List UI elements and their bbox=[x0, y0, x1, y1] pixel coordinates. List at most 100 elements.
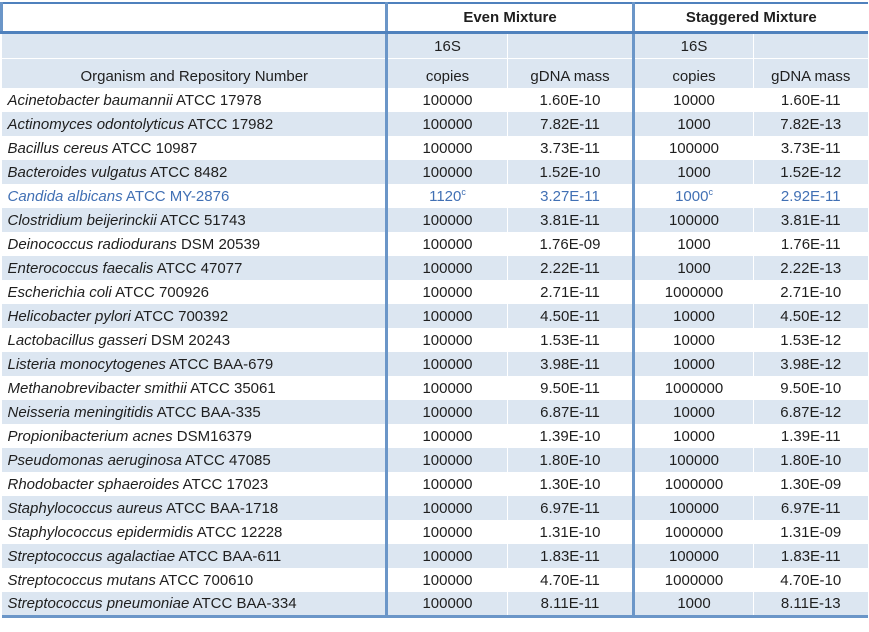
organism-name: Actinomyces odontolyticus bbox=[7, 115, 185, 133]
staggered-gdna-mass-value: 2.22E-13 bbox=[780, 259, 842, 277]
table-row: Escherichia coli ATCC 700926 100000 2.71… bbox=[2, 280, 868, 304]
organism-name: Neisseria meningitidis bbox=[7, 403, 154, 421]
even-16s-copies-cell: 100000 bbox=[385, 112, 508, 136]
staggered-mixture-header: Staggered Mixture bbox=[632, 3, 868, 34]
even-gdna-mass-cell: 3.81E-11 bbox=[507, 208, 634, 232]
even-16s-copies-cell: 100000 bbox=[385, 400, 508, 424]
organism-cell: Escherichia coli ATCC 700926 bbox=[2, 280, 387, 304]
even-16s-copies-cell: 100000 bbox=[385, 256, 508, 280]
repository-number: ATCC 17982 bbox=[187, 115, 274, 133]
empty-cell bbox=[1, 32, 387, 59]
even-gdna-mass-value: 1.31E-10 bbox=[539, 523, 601, 541]
staggered-16s-copies-value: 100000 bbox=[668, 451, 720, 469]
table-row: Lactobacillus gasseri DSM 20243 100000 1… bbox=[2, 328, 868, 352]
even-gdna-mass-value: 3.98E-11 bbox=[540, 355, 600, 373]
staggered-gdna-mass-cell: 1.39E-11 bbox=[753, 424, 868, 448]
organism-name: Staphylococcus epidermidis bbox=[7, 523, 194, 541]
staggered-16s-copies-cell: 10000 bbox=[632, 352, 754, 376]
even-gdna-mass-cell: 6.97E-11 bbox=[507, 496, 634, 520]
staggered-gdna-mass-value: 1.31E-09 bbox=[780, 523, 842, 541]
even-gdna-mass-cell: 1.60E-10 bbox=[507, 88, 634, 112]
staggered-16s-copies-value: 1000 bbox=[677, 163, 711, 181]
even-16s-copies-cell: 100000 bbox=[385, 136, 508, 160]
staggered-gdna-mass-value: 6.97E-11 bbox=[780, 499, 841, 517]
staggered-gdna-mass-value: 2.92E-11 bbox=[780, 187, 841, 205]
staggered-16s-copies-cell: 10000 bbox=[632, 424, 754, 448]
table-row: Actinomyces odontolyticus ATCC 17982 100… bbox=[1, 112, 868, 136]
staggered-16s-copies-cell: 1000 bbox=[632, 256, 754, 280]
organism-name: Streptococcus pneumoniae bbox=[7, 594, 190, 612]
staggered-gdna-mass-value: 1.39E-11 bbox=[780, 427, 841, 445]
staggered-16s-copies-value: 1000000 bbox=[664, 379, 724, 397]
organism-cell: Clostridium beijerinckii ATCC 51743 bbox=[1, 208, 387, 232]
even-16s-copies-value: 100000 bbox=[422, 115, 473, 133]
repository-number: ATCC 12228 bbox=[196, 523, 283, 541]
staggered-16s-copies-cell: 1000000 bbox=[632, 568, 754, 592]
even-16s-copies-value: 100000 bbox=[422, 91, 473, 109]
repository-number: ATCC 10987 bbox=[111, 139, 198, 157]
organism-name: Helicobacter pylori bbox=[7, 307, 131, 325]
subheader-row-16s: 16S 16S bbox=[1, 32, 868, 59]
staggered-gdna-mass-value: 7.82E-13 bbox=[780, 115, 842, 133]
even-16s-copies-cell: 100000 bbox=[385, 592, 508, 616]
even-16s-copies-value: 100000 bbox=[422, 594, 473, 612]
even-gdna-mass-cell: 4.50E-11 bbox=[507, 304, 634, 328]
repository-number: ATCC BAA-611 bbox=[178, 547, 282, 565]
repository-number: ATCC BAA-334 bbox=[192, 594, 297, 612]
organism-cell: Bacillus cereus ATCC 10987 bbox=[2, 136, 387, 160]
staggered-16s-copies-value: 100000 bbox=[668, 139, 720, 157]
staggered-16s-copies-cell: 1000 bbox=[632, 112, 754, 136]
staggered-gdna-mass-cell: 2.71E-10 bbox=[753, 280, 868, 304]
staggered-16s-copies-value: 1000000 bbox=[664, 571, 724, 589]
table-row: Propionibacterium acnes DSM16379 100000 … bbox=[2, 424, 868, 448]
staggered-16s-copies-cell: 100000 bbox=[632, 448, 754, 472]
staggered-gdna-mass-cell: 1.30E-09 bbox=[753, 472, 868, 496]
repository-number: ATCC 51743 bbox=[160, 211, 246, 229]
staggered-gdna-mass-cell: 3.73E-11 bbox=[753, 136, 868, 160]
staggered-16s-copies-cell: 100000 bbox=[632, 208, 754, 232]
organism-cell: Streptococcus mutans ATCC 700610 bbox=[2, 568, 387, 592]
even-16s-copies-cell: 100000 bbox=[385, 328, 508, 352]
even-gdna-mass-cell: 1.31E-10 bbox=[507, 520, 634, 544]
staggered-gdna-mass-cell: 6.97E-11 bbox=[753, 496, 868, 520]
staggered-16s-copies-cell: 100000 bbox=[632, 544, 754, 568]
empty-cell bbox=[507, 32, 634, 59]
organism-name: Escherichia coli bbox=[7, 283, 112, 301]
organism-name: Enterococcus faecalis bbox=[7, 259, 154, 277]
organism-cell: Pseudomonas aeruginosa ATCC 47085 bbox=[1, 448, 387, 472]
repository-number: ATCC MY-2876 bbox=[125, 187, 230, 205]
even-gdna-mass-cell: 3.27E-11 bbox=[507, 184, 634, 208]
staggered-gdna-mass-value: 1.52E-12 bbox=[780, 163, 842, 181]
even-16s-copies-cell: 100000 bbox=[385, 88, 508, 112]
even-gdna-mass-value: 7.82E-11 bbox=[540, 115, 600, 133]
organism-cell: Helicobacter pylori ATCC 700392 bbox=[1, 304, 387, 328]
even-gdna-mass-value: 3.81E-11 bbox=[540, 211, 600, 229]
even-16s-copies-value: 100000 bbox=[422, 331, 473, 349]
even-gdna-mass-value: 2.22E-11 bbox=[540, 259, 600, 277]
corner-cell bbox=[0, 3, 387, 34]
repository-number: ATCC 700392 bbox=[134, 307, 229, 325]
subheader-row-columns: Organism and Repository Number copies gD… bbox=[1, 58, 868, 88]
staggered-gdna-mass-cell: 4.70E-10 bbox=[753, 568, 868, 592]
staggered-16s-copies-cell: 1000c bbox=[632, 184, 754, 208]
even-gdna-mass-value: 8.11E-11 bbox=[540, 594, 600, 612]
even-gdna-mass-value: 4.50E-11 bbox=[540, 307, 600, 325]
staggered-gdna-mass-value: 3.73E-11 bbox=[780, 139, 841, 157]
repository-number: ATCC 47077 bbox=[156, 259, 243, 277]
even-gdna-mass-cell: 7.82E-11 bbox=[507, 112, 634, 136]
group-header-row: Even Mixture Staggered Mixture bbox=[0, 3, 868, 34]
organism-cell: Streptococcus pneumoniae ATCC BAA-334 bbox=[1, 592, 387, 616]
staggered-gdna-mass-value: 3.98E-12 bbox=[780, 355, 842, 373]
table-row: Neisseria meningitidis ATCC BAA-335 1000… bbox=[1, 400, 868, 424]
even-16s-copies-value: 100000 bbox=[422, 571, 473, 589]
staggered-gdna-mass-value: 1.60E-11 bbox=[780, 91, 841, 109]
staggered-gdna-mass-cell: 9.50E-10 bbox=[753, 376, 868, 400]
organism-name: Streptococcus agalactiae bbox=[7, 547, 176, 565]
staggered-gdna-mass-value: 6.87E-12 bbox=[780, 403, 842, 421]
even-16s-copies-cell: 100000 bbox=[385, 280, 508, 304]
staggered-gdna-mass-value: 3.81E-11 bbox=[780, 211, 841, 229]
even-gdna-mass-value: 2.71E-11 bbox=[540, 283, 600, 301]
staggered-16s-copies-value: 10000 bbox=[673, 307, 715, 325]
even-gdna-mass-value: 1.60E-10 bbox=[539, 91, 601, 109]
staggered-16s-copies-cell: 1000 bbox=[632, 232, 754, 256]
